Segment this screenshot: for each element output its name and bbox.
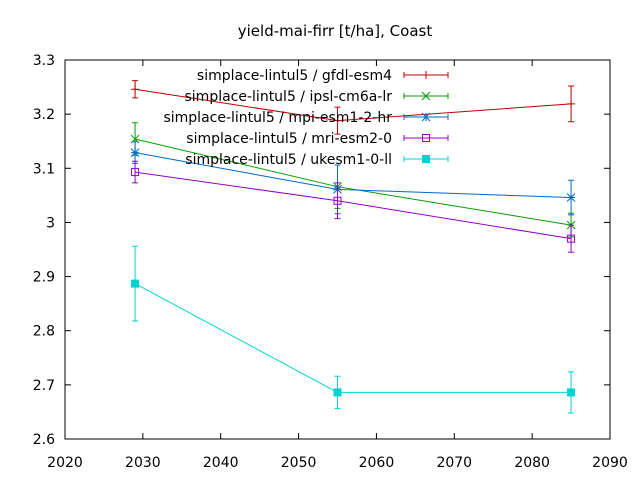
marker-star	[130, 148, 140, 157]
marker-square-open	[333, 196, 342, 205]
legend-errorcap	[403, 114, 449, 120]
y-tick-label: 2.7	[33, 378, 55, 394]
series-3	[131, 160, 576, 253]
error-bar	[568, 224, 575, 253]
legend-label: simplace-lintul5 / gfdl-esm4	[197, 68, 392, 84]
y-tick-label: 3.1	[33, 161, 55, 177]
x-tick-label: 2040	[203, 455, 239, 471]
x-tick-label: 2030	[125, 455, 161, 471]
plot-frame	[64, 59, 611, 440]
chart-title: yield-mai-firr [t/ha], Coast	[238, 22, 433, 40]
marker-star	[566, 193, 576, 202]
axes: 2020 2030 2040 2050 2060 2070 2080 2090 2.6 2.7 2.…	[33, 53, 628, 471]
legend-label: simplace-lintul5 / mri-esm2-0	[186, 131, 392, 147]
marker-square-open	[131, 168, 140, 177]
x-tick-label: 2090	[592, 455, 628, 471]
y-tick-label: 2.6	[33, 432, 55, 448]
y-tick-label: 2.9	[33, 270, 55, 286]
marker-square-open	[422, 134, 430, 142]
legend-entry-4: simplace-lintul5 / ukesm1-0-ll	[185, 152, 449, 168]
legend-entry-1: simplace-lintul5 / ipsl-cm6a-lr	[185, 89, 449, 105]
x-tick-label: 2050	[281, 455, 317, 471]
marker-square-filled	[131, 279, 140, 288]
legend-label: simplace-lintul5 / mpi-esm1-2-hr	[163, 110, 392, 126]
x-tick-label: 2080	[514, 455, 550, 471]
y-tick-label: 3.3	[33, 53, 55, 69]
legend-errorcap	[403, 156, 449, 162]
marker-plus	[131, 85, 140, 94]
marker-star	[421, 112, 431, 122]
legend-errorcap	[403, 135, 449, 141]
x-tick-label: 2020	[47, 455, 83, 471]
marker-plus	[422, 71, 430, 79]
marker-square-filled	[422, 155, 430, 163]
legend-errorcap	[403, 93, 449, 99]
y-tick-label: 2.8	[33, 324, 55, 340]
marker-square-filled	[333, 388, 342, 397]
series-layer	[130, 80, 576, 414]
series-line	[134, 283, 572, 393]
y-tick-label: 3	[46, 215, 55, 231]
legend-label: simplace-lintul5 / ipsl-cm6a-lr	[185, 89, 393, 105]
marker-square-open	[567, 234, 576, 243]
legend: simplace-lintul5 / gfdl-esm4 simplace-lin…	[163, 68, 449, 168]
legend-entry-0: simplace-lintul5 / gfdl-esm4	[197, 68, 449, 84]
legend-label: simplace-lintul5 / ukesm1-0-ll	[185, 152, 392, 168]
series-4	[131, 245, 576, 414]
marker-plus	[333, 116, 342, 125]
error-bar	[132, 160, 139, 184]
x-tick-label: 2070	[436, 455, 472, 471]
series-0	[131, 80, 576, 135]
marker-square-filled	[567, 388, 576, 397]
x-tick-label: 2060	[359, 455, 395, 471]
legend-entry-3: simplace-lintul5 / mri-esm2-0	[186, 131, 449, 147]
marker-cross	[421, 91, 431, 101]
error-bar	[334, 182, 341, 220]
marker-plus	[567, 99, 576, 108]
series-line	[135, 171, 572, 240]
legend-entry-2: simplace-lintul5 / mpi-esm1-2-hr	[163, 110, 449, 126]
y-tick-label: 3.2	[33, 107, 55, 123]
legend-errorcap	[403, 72, 449, 78]
